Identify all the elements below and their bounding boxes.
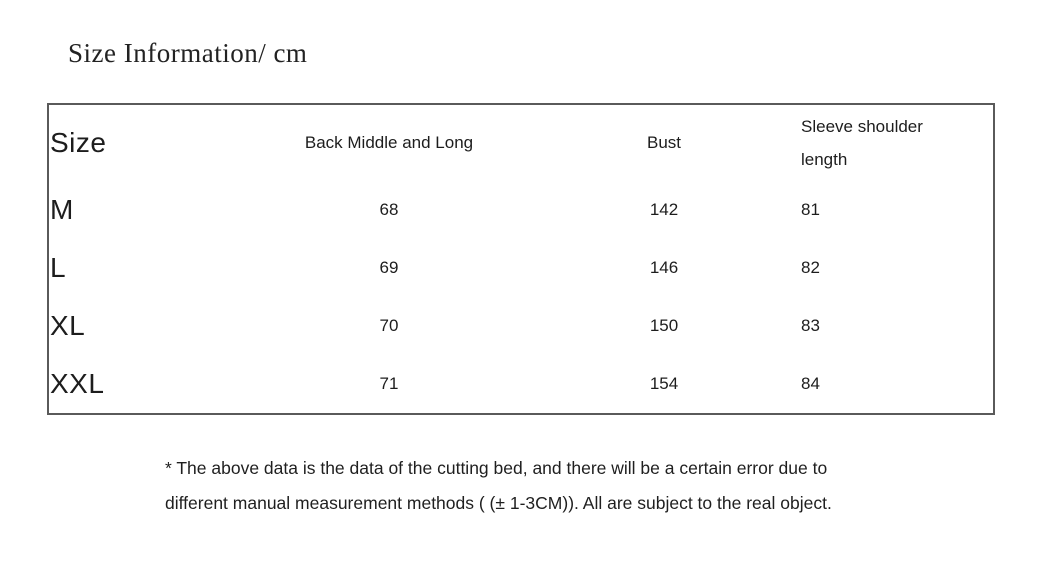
column-header-bust: Bust bbox=[646, 133, 682, 152]
value-xl-back-middle-long: 70 bbox=[379, 316, 399, 335]
measurement-disclaimer: * The above data is the data of the cutt… bbox=[165, 451, 980, 521]
value-m-bust: 142 bbox=[649, 200, 679, 219]
value-m-back-middle-long: 68 bbox=[379, 200, 399, 219]
value-l-back-middle-long: 69 bbox=[379, 258, 399, 277]
value-xxl-sleeve-shoulder: 84 bbox=[801, 374, 820, 393]
measurement-disclaimer-line1: * The above data is the data of the cutt… bbox=[165, 458, 828, 478]
size-label-xl: XL bbox=[50, 310, 86, 341]
value-l-bust: 146 bbox=[649, 258, 679, 277]
measurement-disclaimer-line2: different manual measurement methods ( (… bbox=[165, 493, 832, 513]
size-label-l: L bbox=[50, 252, 67, 283]
size-label-xxl: XXL bbox=[50, 368, 105, 399]
column-header-sleeve-shoulder-length: Sleeve shoulder length bbox=[789, 105, 993, 181]
value-xl-sleeve-shoulder: 83 bbox=[801, 316, 820, 335]
value-xl-bust: 150 bbox=[649, 316, 679, 335]
column-header-back-middle-long: Back Middle and Long bbox=[304, 133, 474, 152]
page-title: Size Information/ cm bbox=[68, 38, 308, 68]
column-header-size: Size bbox=[50, 127, 107, 158]
column-header-sleeve-shoulder-length-text: Sleeve shoulder length bbox=[801, 117, 923, 169]
value-l-sleeve-shoulder: 82 bbox=[801, 258, 820, 277]
size-table: Size Back Middle and Long Bust Sleeve sh… bbox=[47, 103, 995, 415]
value-xxl-back-middle-long: 71 bbox=[379, 374, 399, 393]
value-xxl-bust: 154 bbox=[649, 374, 679, 393]
size-label-m: M bbox=[50, 194, 74, 225]
value-m-sleeve-shoulder: 81 bbox=[801, 200, 820, 219]
